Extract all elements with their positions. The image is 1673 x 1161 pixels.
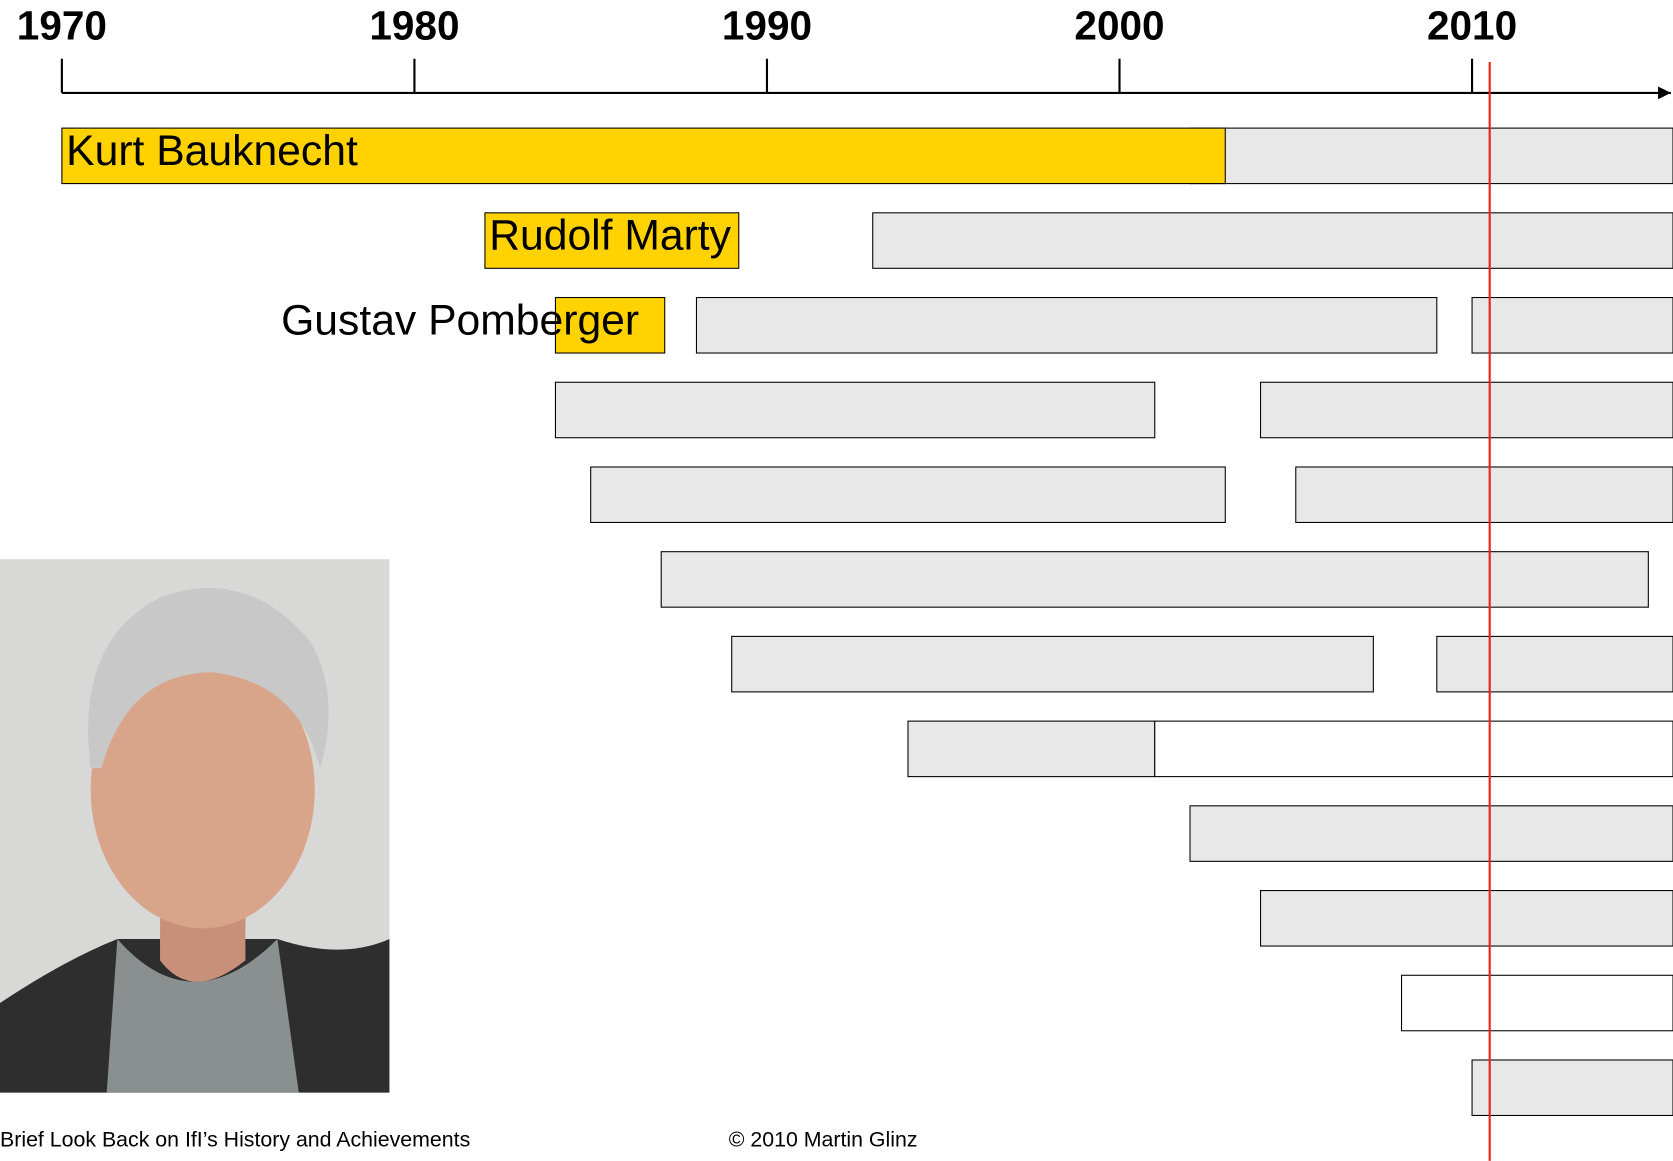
timeline-bar	[907, 720, 1156, 778]
x-tick-label: 2000	[1074, 3, 1164, 49]
photo	[0, 559, 390, 1093]
x-tick-label: 1970	[17, 3, 107, 49]
timeline-bar	[1189, 127, 1673, 185]
timeline-bar	[872, 212, 1673, 269]
x-tick-label: 2010	[1427, 3, 1517, 49]
person-name: Kurt Bauknecht	[66, 127, 358, 175]
x-tick-label: 1980	[369, 3, 459, 49]
timeline-bar	[554, 297, 666, 354]
timeline-bar	[1401, 974, 1673, 1032]
person-name: Rudolf Marty	[489, 212, 731, 260]
timeline-bar	[1259, 890, 1673, 947]
x-tick-label: 1990	[722, 3, 812, 49]
timeline-bar	[1154, 720, 1673, 778]
person-name: Gustav Pomberger	[281, 296, 639, 344]
footer-left: Brief Look Back on IfI’s History and Ach…	[0, 1127, 470, 1151]
timeline-bar	[554, 381, 1156, 439]
timeline-bar	[1259, 381, 1673, 439]
footer-right: © 2010 Martin Glinz	[729, 1127, 918, 1151]
timeline-bar	[590, 466, 1226, 523]
timeline-bar	[660, 551, 1649, 608]
timeline-bar	[1436, 635, 1673, 693]
timeline-bar	[695, 297, 1438, 354]
timeline-bar	[1471, 1059, 1673, 1117]
timeline-bar	[61, 127, 1226, 185]
timeline-bar	[1189, 805, 1673, 862]
timeline-bar	[484, 212, 740, 269]
timeline-bar	[1471, 297, 1673, 354]
timeline-bar	[731, 635, 1374, 693]
timeline-bar	[1295, 466, 1673, 523]
